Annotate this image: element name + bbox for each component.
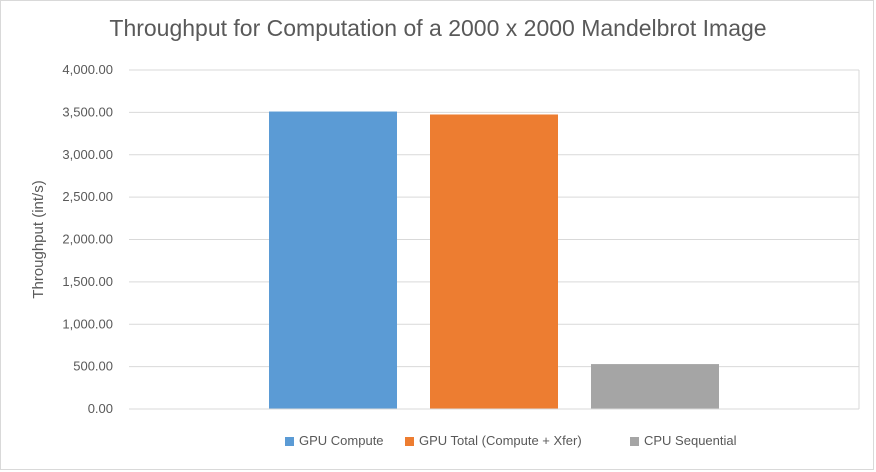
- bars: [269, 111, 719, 410]
- y-tick-label: 3,000.00: [62, 147, 113, 162]
- y-axis-title: Throughput (int/s): [30, 180, 47, 298]
- legend-swatch: [285, 437, 294, 446]
- y-tick-label: 1,500.00: [62, 274, 113, 289]
- y-tick-label: 0.00: [88, 401, 113, 416]
- legend-swatch: [405, 437, 414, 446]
- bar-gpu-compute: [269, 111, 397, 409]
- legend-swatch: [630, 437, 639, 446]
- chart-title: Throughput for Computation of a 2000 x 2…: [109, 15, 767, 41]
- y-tick-label: 500.00: [73, 359, 113, 374]
- legend-label: CPU Sequential: [644, 433, 737, 448]
- bar-gpu-total-compute-xfer: [430, 114, 558, 410]
- legend-item: GPU Compute: [285, 433, 384, 448]
- y-tick-label: 2,500.00: [62, 189, 113, 204]
- y-tick-label: 3,500.00: [62, 104, 113, 119]
- legend-item: CPU Sequential: [630, 433, 737, 448]
- y-tick-labels: 0.00 500.00 1,000.00 1,500.00 2,000.00 2,500.…: [62, 62, 113, 416]
- bar-cpu-sequential: [591, 364, 719, 409]
- legend-item: GPU Total (Compute + Xfer): [405, 433, 582, 448]
- legend-label: GPU Total (Compute + Xfer): [419, 433, 582, 448]
- legend-label: GPU Compute: [299, 433, 384, 448]
- y-tick-label: 2,000.00: [62, 232, 113, 247]
- y-tick-label: 1,000.00: [62, 316, 113, 331]
- legend: GPU Compute GPU Total (Compute + Xfer) CPU…: [285, 433, 737, 448]
- y-tick-label: 4,000.00: [62, 62, 113, 77]
